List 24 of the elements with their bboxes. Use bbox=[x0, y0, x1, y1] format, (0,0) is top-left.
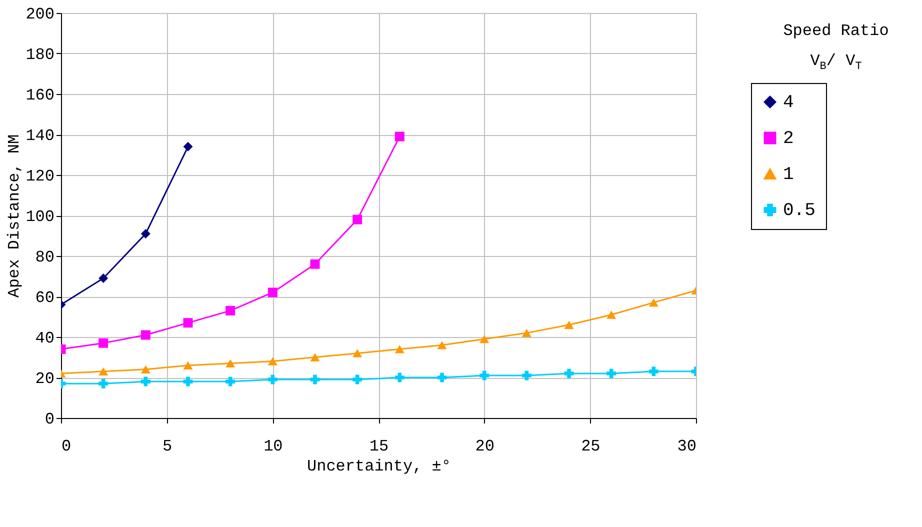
y-tick-label: 200 bbox=[26, 6, 54, 24]
y-tick-label: 60 bbox=[35, 289, 54, 307]
y-tick-label: 180 bbox=[26, 46, 54, 64]
x-tick-label: 20 bbox=[475, 438, 494, 456]
y-tick-label: 0 bbox=[44, 410, 54, 428]
y-tick-label: 120 bbox=[26, 168, 54, 186]
y-tick-label: 80 bbox=[35, 248, 54, 266]
legend-label: 4 bbox=[783, 93, 794, 113]
y-tick-label: 140 bbox=[26, 127, 54, 145]
y-axis-title: Apex Distance, NM bbox=[6, 134, 24, 298]
y-tick-label: 40 bbox=[35, 330, 54, 348]
y-tick-label: 20 bbox=[35, 370, 54, 388]
legend-label: 0.5 bbox=[783, 201, 816, 221]
y-tick-label: 100 bbox=[26, 208, 54, 226]
legend-label: 2 bbox=[783, 129, 794, 149]
x-tick-label: 0 bbox=[62, 438, 72, 456]
x-tick-label: 5 bbox=[162, 438, 172, 456]
x-axis-title: Uncertainty, ±° bbox=[306, 458, 452, 476]
legend-label: 1 bbox=[783, 165, 794, 185]
x-tick-label: 30 bbox=[677, 438, 696, 456]
x-tick-label: 15 bbox=[369, 438, 389, 456]
x-tick-label: 10 bbox=[264, 438, 283, 456]
x-tick-label: 25 bbox=[581, 438, 600, 456]
y-tick-label: 160 bbox=[26, 86, 54, 104]
